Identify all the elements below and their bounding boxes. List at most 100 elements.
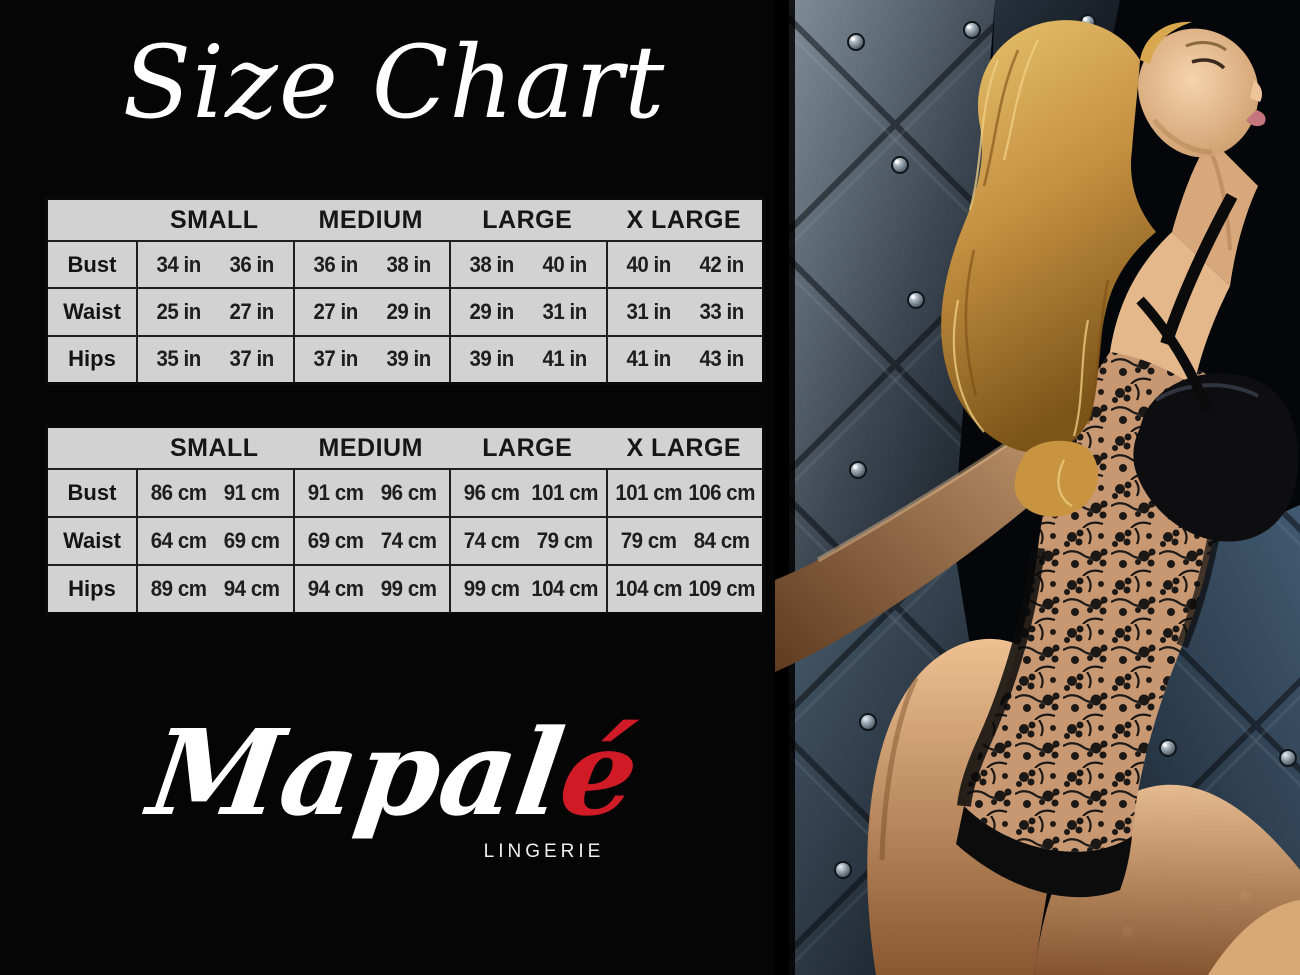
size-table-centimeters: SMALL MEDIUM LARGE X LARGE Bust 86 cm 91… bbox=[45, 425, 765, 615]
range-cell: 94 cm 99 cm bbox=[292, 566, 450, 612]
size-header-xlarge: X LARGE bbox=[626, 205, 742, 234]
range-cell: 41 in 43 in bbox=[605, 336, 763, 382]
range-cell: 29 in 31 in bbox=[449, 289, 606, 335]
measurement-value: 35 in bbox=[156, 346, 201, 372]
page-title: Size Chart bbox=[122, 24, 666, 141]
model-figure bbox=[775, 20, 1300, 975]
closed-eye bbox=[1191, 58, 1226, 70]
size-header-large: LARGE bbox=[482, 205, 573, 234]
measurement-value: 39 in bbox=[386, 346, 431, 372]
measurement-value: 43 in bbox=[699, 346, 744, 372]
measurement-value: 99 cm bbox=[380, 576, 437, 601]
range-cell: 96 cm 101 cm bbox=[449, 470, 606, 516]
range-cell: 36 in 38 in bbox=[292, 242, 450, 288]
table-row-bust: Bust 34 in 36 in 36 in 38 in 38 in 40 in… bbox=[48, 240, 763, 288]
measurement-value: 29 in bbox=[386, 298, 431, 324]
row-label: Hips bbox=[68, 346, 116, 372]
measurement-value: 96 cm bbox=[463, 480, 520, 505]
range-cell: 38 in 40 in bbox=[449, 242, 606, 288]
measurement-value: 104 cm bbox=[614, 576, 682, 601]
halter-strap bbox=[1136, 296, 1213, 414]
measurement-value: 79 cm bbox=[620, 528, 676, 553]
measurement-value: 37 in bbox=[312, 346, 358, 372]
range-cell: 74 cm 79 cm bbox=[449, 518, 606, 564]
size-header-xlarge: X LARGE bbox=[626, 433, 742, 462]
table-corner-cell bbox=[48, 428, 136, 468]
halter-strap bbox=[1160, 193, 1238, 346]
size-header-medium: MEDIUM bbox=[318, 433, 423, 462]
measurement-value: 41 in bbox=[625, 346, 671, 372]
measurement-value: 36 in bbox=[312, 251, 358, 277]
size-header-small: SMALL bbox=[169, 433, 259, 462]
measurement-value: 94 cm bbox=[307, 576, 363, 601]
measurement-value: 91 cm bbox=[307, 480, 363, 505]
measurement-value: 38 in bbox=[386, 251, 431, 277]
table-row-hips: Hips 35 in 37 in 37 in 39 in 39 in 41 in… bbox=[48, 334, 763, 382]
measurement-value: 99 cm bbox=[463, 576, 520, 601]
size-table-header-row: SMALL MEDIUM LARGE X LARGE bbox=[48, 200, 762, 240]
range-cell: 89 cm 94 cm bbox=[136, 566, 293, 612]
range-cell: 99 cm 104 cm bbox=[449, 566, 606, 612]
range-cell: 34 in 36 in bbox=[136, 242, 293, 288]
measurement-value: 29 in bbox=[469, 298, 514, 324]
row-label: Waist bbox=[63, 528, 121, 553]
measurement-value: 37 in bbox=[229, 346, 275, 372]
measurement-value: 86 cm bbox=[150, 480, 207, 505]
measurement-value: 64 cm bbox=[150, 528, 207, 553]
brand-tagline: LINGERIE bbox=[483, 840, 605, 862]
range-cell: 37 in 39 in bbox=[292, 336, 450, 382]
size-header-small: SMALL bbox=[169, 205, 259, 234]
measurement-value: 74 cm bbox=[463, 528, 520, 553]
size-table-inches: SMALL MEDIUM LARGE X LARGE Bust 34 in 36… bbox=[45, 197, 765, 385]
table-row-waist: Waist 64 cm 69 cm 69 cm 74 cm 74 cm 79 c… bbox=[48, 516, 762, 564]
measurement-value: 33 in bbox=[699, 298, 744, 324]
table-row-bust: Bust 86 cm 91 cm 91 cm 96 cm 96 cm 101 c… bbox=[48, 468, 762, 516]
row-label: Bust bbox=[67, 480, 117, 505]
measurement-value: 96 cm bbox=[380, 480, 437, 505]
row-label: Waist bbox=[63, 298, 121, 324]
measurement-value: 104 cm bbox=[531, 576, 599, 601]
model-photo-illustration bbox=[775, 0, 1300, 975]
row-label: Bust bbox=[67, 251, 117, 277]
measurement-value: 40 in bbox=[542, 251, 588, 277]
measurement-value: 27 in bbox=[229, 298, 275, 324]
size-table-header-row: SMALL MEDIUM LARGE X LARGE bbox=[48, 428, 762, 468]
measurement-value: 31 in bbox=[625, 298, 671, 324]
model-photo bbox=[775, 0, 1300, 975]
row-label: Hips bbox=[68, 576, 116, 601]
range-cell: 25 in 27 in bbox=[136, 289, 293, 335]
table-corner-cell bbox=[48, 200, 136, 240]
measurement-value: 89 cm bbox=[150, 576, 207, 601]
measurement-value: 84 cm bbox=[693, 528, 750, 553]
measurement-value: 79 cm bbox=[537, 528, 593, 553]
table-row-hips: Hips 89 cm 94 cm 94 cm 99 cm 99 cm 104 c… bbox=[48, 564, 762, 612]
range-cell: 31 in 33 in bbox=[605, 289, 763, 335]
brand-wordmark-main: Mapal bbox=[141, 703, 572, 842]
measurement-value: 40 in bbox=[625, 251, 671, 277]
model-neck bbox=[1172, 138, 1258, 286]
range-cell: 39 in 41 in bbox=[449, 336, 606, 382]
size-header-large: LARGE bbox=[482, 433, 573, 462]
range-cell: 35 in 37 in bbox=[136, 336, 293, 382]
range-cell: 27 in 29 in bbox=[292, 289, 450, 335]
range-cell: 101 cm 106 cm bbox=[605, 470, 763, 516]
range-cell: 64 cm 69 cm bbox=[136, 518, 293, 564]
range-cell: 91 cm 96 cm bbox=[292, 470, 450, 516]
range-cell: 104 cm 109 cm bbox=[605, 566, 763, 612]
measurement-value: 27 in bbox=[312, 298, 358, 324]
table-row-waist: Waist 25 in 27 in 27 in 29 in 29 in 31 i… bbox=[48, 287, 763, 335]
measurement-value: 38 in bbox=[469, 251, 514, 277]
measurement-value: 109 cm bbox=[688, 576, 755, 601]
measurement-value: 101 cm bbox=[614, 480, 682, 505]
model-face bbox=[1138, 28, 1266, 158]
measurement-value: 101 cm bbox=[531, 480, 599, 505]
measurement-value: 31 in bbox=[542, 298, 588, 324]
measurement-value: 25 in bbox=[156, 298, 201, 324]
measurement-value: 74 cm bbox=[380, 528, 437, 553]
brand-wordmark: Mapalé bbox=[141, 703, 646, 842]
measurement-value: 36 in bbox=[229, 251, 275, 277]
range-cell: 40 in 42 in bbox=[605, 242, 763, 288]
range-cell: 86 cm 91 cm bbox=[136, 470, 293, 516]
measurement-value: 91 cm bbox=[224, 480, 280, 505]
measurement-value: 34 in bbox=[156, 251, 201, 277]
